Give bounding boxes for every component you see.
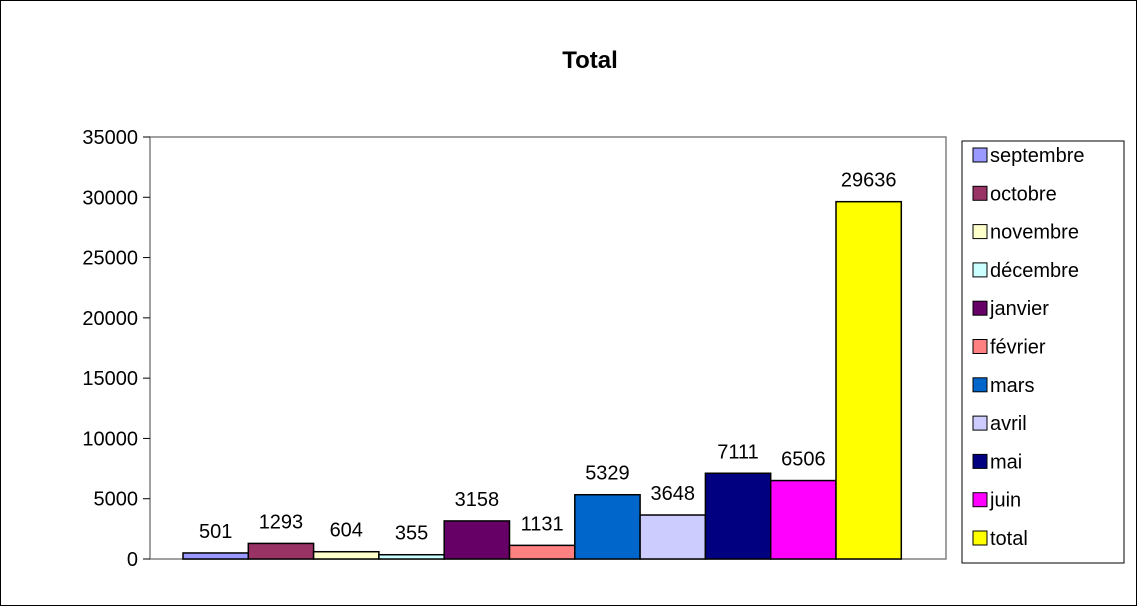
legend-label-mars: mars bbox=[990, 375, 1034, 397]
legend-label-mai: mai bbox=[990, 451, 1022, 473]
bar-total bbox=[835, 200, 903, 560]
bar-juin bbox=[769, 479, 837, 560]
legend-label-décembre: décembre bbox=[990, 260, 1079, 282]
y-tick-label: 20000 bbox=[82, 308, 138, 330]
legend-label-septembre: septembre bbox=[990, 145, 1085, 167]
legend-swatch-mars bbox=[972, 377, 988, 393]
legend: septembre octobre novembre décembre janvier f… bbox=[961, 140, 1125, 564]
legend-swatch-avril bbox=[972, 415, 988, 431]
legend-swatch-novembre bbox=[972, 224, 988, 240]
data-label-mars: 5329 bbox=[585, 463, 630, 485]
data-label-total: 29636 bbox=[841, 170, 897, 192]
data-label-octobre: 1293 bbox=[259, 511, 304, 533]
legend-swatch-février bbox=[972, 339, 988, 354]
legend-swatch-juin bbox=[972, 492, 988, 508]
legend-swatch-septembre bbox=[972, 147, 988, 163]
bar-février bbox=[508, 544, 576, 560]
legend-label-janvier: janvier bbox=[989, 298, 1049, 320]
legend-swatch-décembre bbox=[972, 262, 988, 278]
y-tick-label: 25000 bbox=[82, 248, 138, 270]
y-tick-label: 5000 bbox=[94, 489, 139, 511]
data-label-mai: 7111 bbox=[717, 441, 759, 463]
legend-label-octobre: octobre bbox=[990, 183, 1057, 205]
y-tick-label: 15000 bbox=[82, 368, 138, 390]
data-label-septembre: 501 bbox=[199, 521, 232, 543]
y-tick-label: 30000 bbox=[82, 187, 138, 209]
y-tick-label: 10000 bbox=[82, 428, 138, 450]
data-label-avril: 3648 bbox=[651, 483, 696, 505]
data-label-février: 1131 bbox=[521, 513, 564, 535]
data-label-janvier: 3158 bbox=[455, 489, 500, 511]
legend-label-novembre: novembre bbox=[990, 222, 1079, 244]
legend-label-février: février bbox=[990, 337, 1046, 359]
y-tick-label: 0 bbox=[127, 549, 138, 571]
legend-swatch-total bbox=[972, 530, 988, 546]
legend-label-juin: juin bbox=[989, 490, 1021, 512]
bars bbox=[182, 200, 903, 560]
y-tick-label: 35000 bbox=[82, 127, 138, 149]
bar-mars bbox=[574, 493, 641, 560]
y-axis: 0 5000 10000 15000 20000 25000 30000 35000 bbox=[82, 127, 150, 571]
bar-septembre bbox=[182, 552, 250, 560]
bar-octobre bbox=[247, 542, 315, 560]
legend-swatch-janvier bbox=[972, 300, 988, 316]
bar-avril bbox=[639, 514, 707, 560]
legend-swatch-octobre bbox=[972, 185, 988, 201]
bar-janvier bbox=[443, 520, 511, 560]
chart-title: Total bbox=[562, 47, 618, 74]
data-label-décembre: 355 bbox=[395, 523, 428, 545]
legend-label-total: total bbox=[990, 528, 1028, 550]
legend-label-avril: avril bbox=[990, 413, 1027, 435]
data-label-juin: 6506 bbox=[781, 449, 826, 471]
data-label-novembre: 604 bbox=[330, 520, 363, 542]
legend-swatch-mai bbox=[972, 453, 988, 469]
bar-décembre bbox=[378, 553, 445, 560]
legend-box bbox=[961, 140, 1125, 564]
bar-mai bbox=[704, 472, 772, 560]
bar-novembre bbox=[312, 550, 380, 560]
data-labels: 501 1293 604 355 3158 1131 5329 3648 7111 6506 296… bbox=[199, 170, 897, 545]
